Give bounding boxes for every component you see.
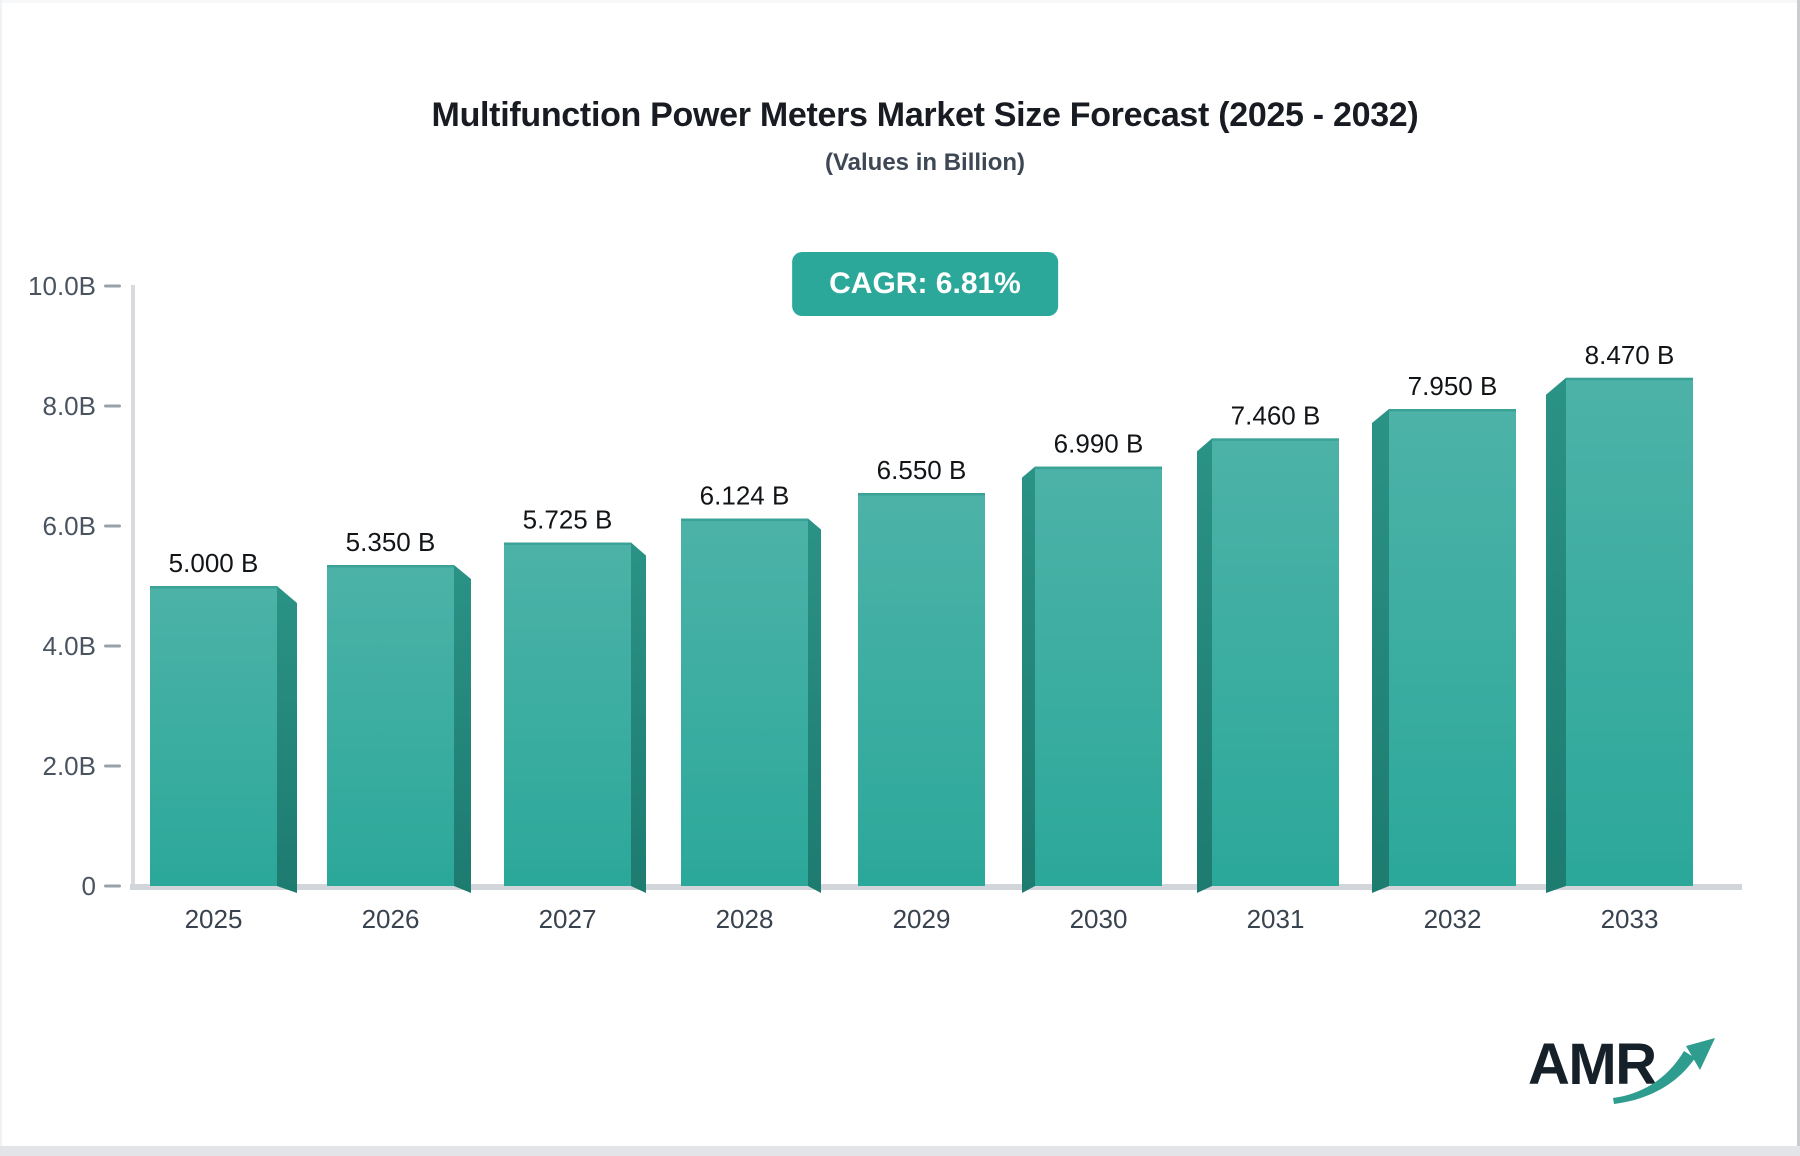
bar-value-label: 5.725 B	[523, 505, 613, 535]
x-tick-label: 2033	[1601, 904, 1659, 934]
bar-value-label: 6.990 B	[1054, 429, 1144, 459]
window-left-edge	[0, 0, 2, 1156]
bar-value-label: 6.550 B	[877, 455, 967, 485]
x-tick-label: 2030	[1070, 904, 1128, 934]
y-tick-mark	[104, 884, 121, 888]
amr-logo-text: AMR	[1528, 1032, 1657, 1097]
bar-top-edge	[681, 518, 808, 522]
bar	[858, 493, 985, 886]
y-tick-label: 4.0B	[43, 631, 97, 661]
window-bottom-edge	[0, 1146, 1800, 1156]
x-tick-label: 2028	[716, 904, 774, 934]
y-axis-line	[131, 285, 135, 889]
y-tick-label: 6.0B	[43, 511, 97, 541]
bar	[1035, 466, 1162, 886]
bar	[1212, 438, 1339, 886]
bar	[1389, 409, 1516, 886]
bar-value-label: 5.350 B	[346, 527, 436, 557]
y-tick-mark	[104, 764, 121, 768]
amr-logo-arrow-icon	[1613, 1038, 1715, 1104]
x-axis-baseline	[130, 884, 1742, 890]
bar-side-face	[277, 586, 297, 893]
bar-top-edge	[1035, 466, 1162, 470]
bar-side-face	[1372, 409, 1389, 893]
bar-side-face	[631, 542, 646, 893]
window-right-edge	[1797, 0, 1800, 1156]
bar-value-label: 5.000 B	[169, 548, 259, 578]
bar-value-label: 7.950 B	[1408, 371, 1498, 401]
bar-top-edge	[858, 493, 985, 496]
x-tick-label: 2025	[185, 904, 243, 934]
x-tick-label: 2031	[1247, 904, 1305, 934]
bar-top-edge	[504, 542, 631, 545]
bar-side-face	[1546, 377, 1566, 893]
bar-top-edge	[150, 586, 277, 589]
bar	[150, 586, 277, 886]
bar-side-face	[454, 565, 471, 893]
x-tick-label: 2032	[1424, 904, 1482, 934]
bar-top-edge	[1212, 438, 1339, 441]
bar	[681, 518, 808, 886]
bar	[1566, 377, 1693, 886]
window-top-edge	[0, 0, 1800, 3]
bar-side-face	[1197, 438, 1212, 893]
bar-value-label: 7.460 B	[1231, 400, 1321, 430]
bar-top-edge	[1389, 409, 1516, 412]
y-tick-label: 0	[82, 871, 96, 901]
chart-title: Multifunction Power Meters Market Size F…	[431, 96, 1419, 134]
bar-side-face	[1022, 466, 1035, 893]
y-tick-mark	[104, 644, 121, 648]
x-tick-label: 2027	[539, 904, 597, 934]
bar	[327, 565, 454, 886]
y-tick-mark	[104, 524, 121, 528]
y-tick-mark	[104, 284, 121, 288]
bar-side-face	[808, 518, 821, 893]
x-tick-label: 2026	[362, 904, 420, 934]
amr-logo: AMR	[1528, 1030, 1728, 1114]
bar-top-edge	[327, 565, 454, 568]
cagr-badge: CAGR: 6.81%	[792, 252, 1058, 316]
x-tick-label: 2029	[893, 904, 951, 934]
y-tick-mark	[104, 404, 121, 408]
bar-value-label: 8.470 B	[1585, 340, 1675, 370]
bar-value-label: 6.124 B	[700, 481, 790, 511]
y-tick-label: 10.0B	[28, 271, 96, 301]
chart-subtitle: (Values in Billion)	[824, 149, 1026, 176]
y-tick-label: 8.0B	[43, 391, 97, 421]
bar	[504, 542, 631, 886]
y-tick-label: 2.0B	[43, 751, 97, 781]
bar-top-edge	[1566, 377, 1693, 381]
